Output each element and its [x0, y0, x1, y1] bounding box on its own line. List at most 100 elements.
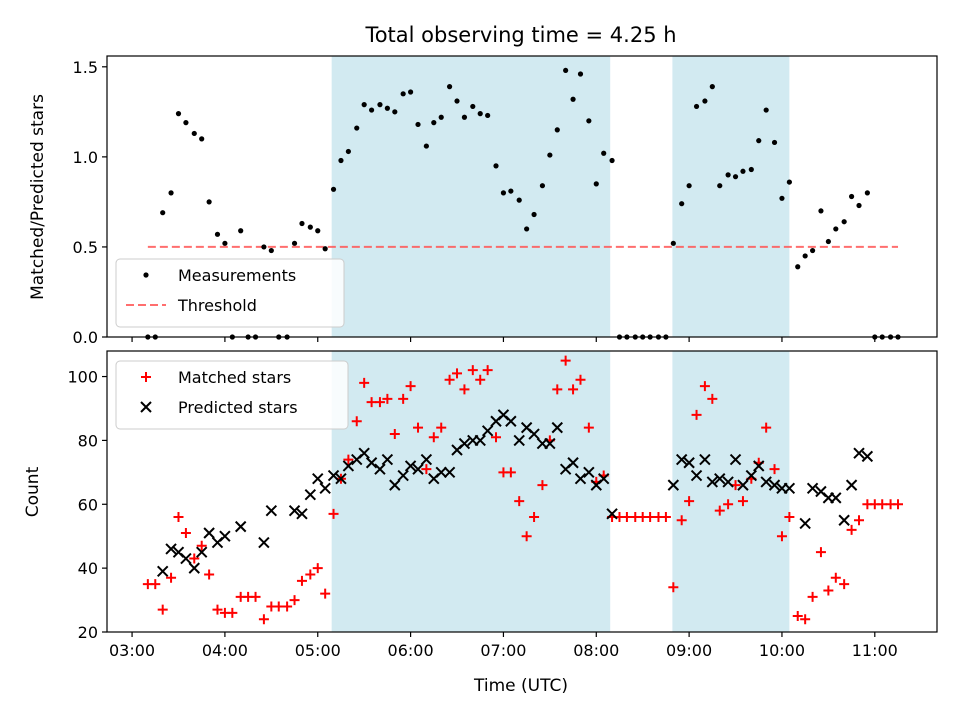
measurement-point — [307, 224, 313, 230]
bottom-shaded-interval — [672, 351, 790, 632]
matched-star-point — [398, 393, 409, 404]
matched-star-point — [258, 614, 269, 625]
measurement-point — [848, 193, 855, 200]
measurement-point — [802, 253, 808, 259]
top-legend: Measurements Threshold — [115, 258, 345, 328]
measurement-point — [771, 139, 778, 146]
matched-star-point — [320, 588, 331, 599]
matched-star-point — [282, 601, 293, 612]
measurement-point — [539, 183, 546, 189]
measurement-point — [222, 240, 228, 246]
matched-star-point — [312, 563, 323, 574]
predicted-star-point — [861, 450, 874, 463]
bottom-legend-box — [115, 360, 349, 430]
measurement-point — [825, 238, 831, 245]
matched-star-point — [684, 496, 695, 507]
x-tick-label: 03:00 — [109, 641, 155, 660]
predicted-star-point — [544, 437, 556, 450]
measurement-point — [438, 114, 444, 120]
measurement-point — [214, 231, 221, 237]
top-shaded-interval — [672, 56, 790, 337]
predicted-star-point — [296, 508, 308, 520]
predicted-star-point — [188, 562, 200, 574]
predicted-star-point — [513, 434, 525, 447]
top-shaded-interval — [331, 56, 611, 337]
matched-star-point — [366, 397, 377, 408]
matched-star-point — [575, 374, 586, 385]
predicted-star-point — [753, 460, 765, 472]
predicted-star-point — [675, 453, 688, 466]
predicted-star-point — [389, 479, 401, 491]
measurement-point — [563, 67, 569, 74]
bottom-panel: 20 40 60 80 100 03:00 04:00 05:00 06:00 07:00 08:0… — [67, 350, 938, 660]
measurement-point — [732, 174, 739, 180]
matched-star-point — [699, 381, 710, 392]
top-y-tick-label: 1.0 — [73, 148, 98, 167]
predicted-star-point — [288, 504, 301, 517]
predicted-star-point — [304, 488, 317, 501]
legend-predicted-star-point-swatch — [140, 401, 152, 413]
measurement-point — [361, 102, 367, 108]
predicted-star-point — [768, 479, 781, 491]
measurement-point — [238, 228, 244, 234]
matched-star-point — [560, 355, 571, 366]
measurement-point — [570, 96, 576, 102]
measurement-point — [577, 71, 584, 77]
matched-star-point — [444, 374, 455, 385]
matched-star-point — [792, 611, 803, 622]
measurement-point — [407, 89, 414, 95]
predicted-star-point — [597, 473, 610, 485]
matched-star-point — [854, 515, 865, 526]
measurement-point — [717, 183, 723, 189]
matched-star-point — [273, 601, 284, 612]
matched-star-point — [737, 496, 748, 507]
measurement-point — [400, 91, 406, 97]
predicted-star-point — [667, 479, 680, 491]
predicted-star-point — [420, 453, 433, 466]
legend-label: Predicted stars — [178, 398, 298, 417]
measurement-point — [670, 240, 676, 246]
predicted-star-point — [583, 466, 595, 479]
measurement-point — [446, 84, 453, 90]
bottom-y-tick-label: 80 — [78, 431, 98, 450]
matched-star-point — [714, 505, 725, 516]
predicted-star-point — [606, 508, 618, 520]
matched-star-point — [660, 512, 671, 523]
matched-star-point — [436, 422, 447, 433]
top-panel: 0.0 0.5 1.0 1.5 Measurements Threshold — [73, 55, 938, 347]
predicted-star-point — [722, 476, 734, 488]
x-axis-label: Time (UTC) — [473, 676, 568, 696]
predicted-star-point — [551, 421, 563, 434]
top-y-tick-label: 0.0 — [73, 328, 98, 347]
matched-star-point — [413, 422, 424, 433]
predicted-star-point — [853, 447, 865, 459]
matched-star-point — [537, 480, 548, 491]
matched-star-point — [389, 429, 400, 440]
predicted-star-point — [474, 434, 486, 447]
predicted-star-point — [760, 476, 772, 488]
measurement-point — [524, 226, 530, 232]
predicted-star-point — [783, 482, 796, 495]
matched-star-point — [676, 515, 687, 526]
measurement-point — [601, 150, 607, 156]
matched-star-point — [359, 377, 370, 388]
measurement-point — [756, 138, 762, 144]
predicted-star-point — [374, 463, 386, 475]
predicted-star-point — [203, 527, 215, 539]
measurement-point — [795, 264, 801, 270]
matched-star-point — [405, 381, 416, 392]
predicted-star-point — [458, 437, 471, 450]
measurement-point — [709, 84, 715, 90]
measurement-point — [485, 112, 491, 119]
measurement-point — [547, 152, 553, 158]
bottom-y-axis-label: Count — [23, 466, 43, 517]
matched-star-point — [691, 409, 702, 420]
predicted-star-point — [397, 469, 409, 482]
matched-star-point — [421, 464, 432, 475]
predicted-star-point — [714, 473, 726, 485]
predicted-star-point — [567, 457, 579, 469]
matched-star-point — [475, 374, 486, 385]
predicted-star-point — [412, 463, 424, 475]
measurement-point — [160, 210, 166, 216]
matched-star-point — [877, 499, 888, 510]
